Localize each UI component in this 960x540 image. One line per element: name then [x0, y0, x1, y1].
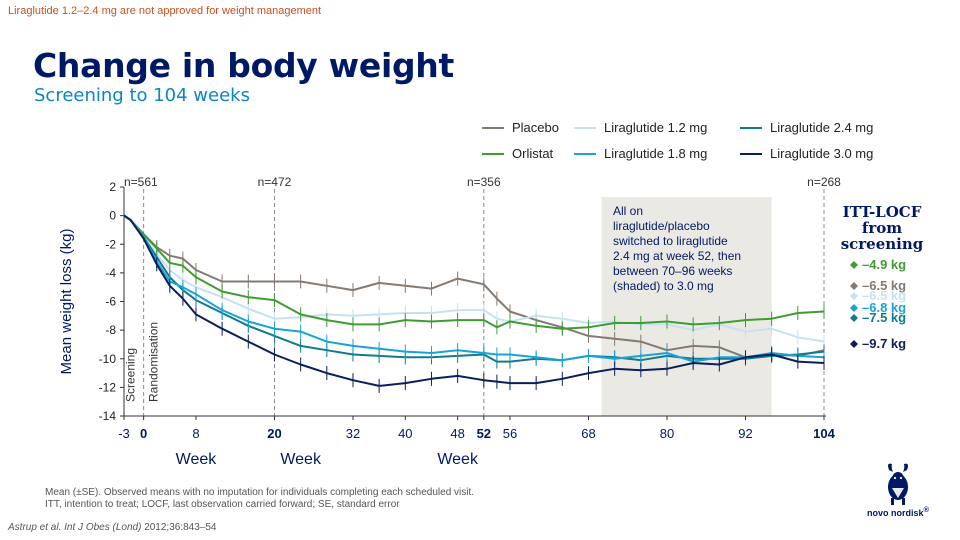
- y-tick-label: 0: [109, 209, 116, 223]
- side-panel-marker-lira30: [850, 340, 858, 348]
- footnote-line-2: ITT, intention to treat; LOCF, last obse…: [45, 499, 400, 510]
- side-panel-marker-placebo: [850, 282, 858, 290]
- x-tick-label: 56: [503, 426, 517, 441]
- phase-label: Screening: [124, 348, 138, 402]
- y-tick-label: 2: [109, 180, 116, 194]
- n-label: n=356: [467, 175, 501, 189]
- x-week-label: Week: [437, 451, 479, 468]
- y-tick-label: -2: [105, 237, 116, 251]
- series-line-lira30: [123, 214, 825, 387]
- y-tick-label: -4: [105, 266, 116, 280]
- x-tick-label: 32: [346, 426, 360, 441]
- x-tick-label: 92: [738, 426, 752, 441]
- side-panel-heading: from: [862, 219, 902, 237]
- citation-details: 2012;36:843–54: [144, 522, 217, 533]
- y-tick-label: -12: [99, 380, 117, 394]
- n-label: n=472: [258, 175, 292, 189]
- x-tick-label: 8: [192, 426, 199, 441]
- n-label: n=561: [124, 175, 158, 189]
- series-line-lira12: [123, 214, 825, 343]
- citation-authors: Astrup et al.: [8, 522, 62, 533]
- x-tick-label: 48: [450, 426, 464, 441]
- series-line-lira24: [123, 214, 825, 363]
- side-panel-marker-lira18: [850, 304, 858, 312]
- side-panel-value: –6.5 kg: [862, 288, 906, 303]
- shaded-region: [601, 197, 772, 416]
- side-panel-value: –9.7 kg: [862, 336, 906, 351]
- citation: Astrup et al. Int J Obes (Lond) 2012;36:…: [8, 522, 216, 533]
- legend-label: Liraglutide 1.2 mg: [604, 120, 707, 135]
- annotation-text: All on liraglutide/placebo switched to lir…: [613, 204, 741, 293]
- legend-label: Liraglutide 1.8 mg: [604, 146, 707, 161]
- y-tick-label: -14: [99, 409, 117, 423]
- legend-label: Orlistat: [512, 146, 554, 161]
- x-week-label: Week: [280, 451, 322, 468]
- x-tick-label: 52: [477, 426, 491, 441]
- series-line-orlistat: [123, 214, 825, 330]
- side-panel-marker-orlistat: [850, 261, 858, 269]
- n-label: n=268: [807, 175, 841, 189]
- series-line-lira18: [123, 214, 825, 363]
- y-tick-label: -8: [105, 323, 116, 337]
- x-tick-label: -3: [118, 426, 130, 441]
- side-panel-heading: ITT-LOCF: [843, 203, 922, 221]
- logo-wordmark: novo nordisk: [866, 508, 924, 518]
- legend-label: Placebo: [512, 120, 559, 135]
- x-tick-label: 40: [398, 426, 412, 441]
- legend-label: Liraglutide 2.4 mg: [770, 120, 873, 135]
- x-tick-label: 68: [581, 426, 595, 441]
- logo-registered-mark: ®: [923, 505, 930, 514]
- side-panel-marker-lira24: [850, 314, 858, 322]
- legend-label: Liraglutide 3.0 mg: [770, 146, 873, 161]
- footnote: Mean (±SE). Observed means with no imput…: [45, 487, 474, 511]
- page-title: Change in body weight: [33, 46, 454, 85]
- y-tick-label: -6: [105, 295, 116, 309]
- x-tick-label: 104: [813, 426, 835, 441]
- logo-text: novo nordisk®: [858, 505, 938, 518]
- x-week-label: Week: [176, 451, 218, 468]
- side-panel-value: –7.5 kg: [862, 310, 906, 325]
- side-panel-value: –6.8 kg: [862, 300, 906, 315]
- apis-bull-icon: [888, 463, 908, 505]
- footnote-line-1: Mean (±SE). Observed means with no imput…: [45, 487, 475, 498]
- x-tick-label: 20: [267, 426, 281, 441]
- citation-journal: Int J Obes (Lond): [64, 522, 142, 533]
- disclaimer: Liraglutide 1.2–2.4 mg are not approved …: [8, 5, 322, 17]
- side-panel-heading: screening: [841, 235, 924, 253]
- series-line-placebo: [123, 214, 825, 359]
- side-panel-value: –6.5 kg: [862, 278, 906, 293]
- y-axis-label: Mean weight loss (kg): [58, 229, 75, 375]
- page-subtitle: Screening to 104 weeks: [34, 85, 250, 106]
- phase-label: Randomisation: [146, 322, 160, 402]
- novo-nordisk-logo: novo nordisk®: [858, 460, 938, 520]
- y-tick-label: -10: [99, 352, 117, 366]
- side-panel-marker-lira12: [850, 292, 858, 300]
- side-panel-value: –4.9 kg: [862, 257, 906, 272]
- x-tick-label: 0: [140, 426, 147, 441]
- x-tick-label: 80: [660, 426, 674, 441]
